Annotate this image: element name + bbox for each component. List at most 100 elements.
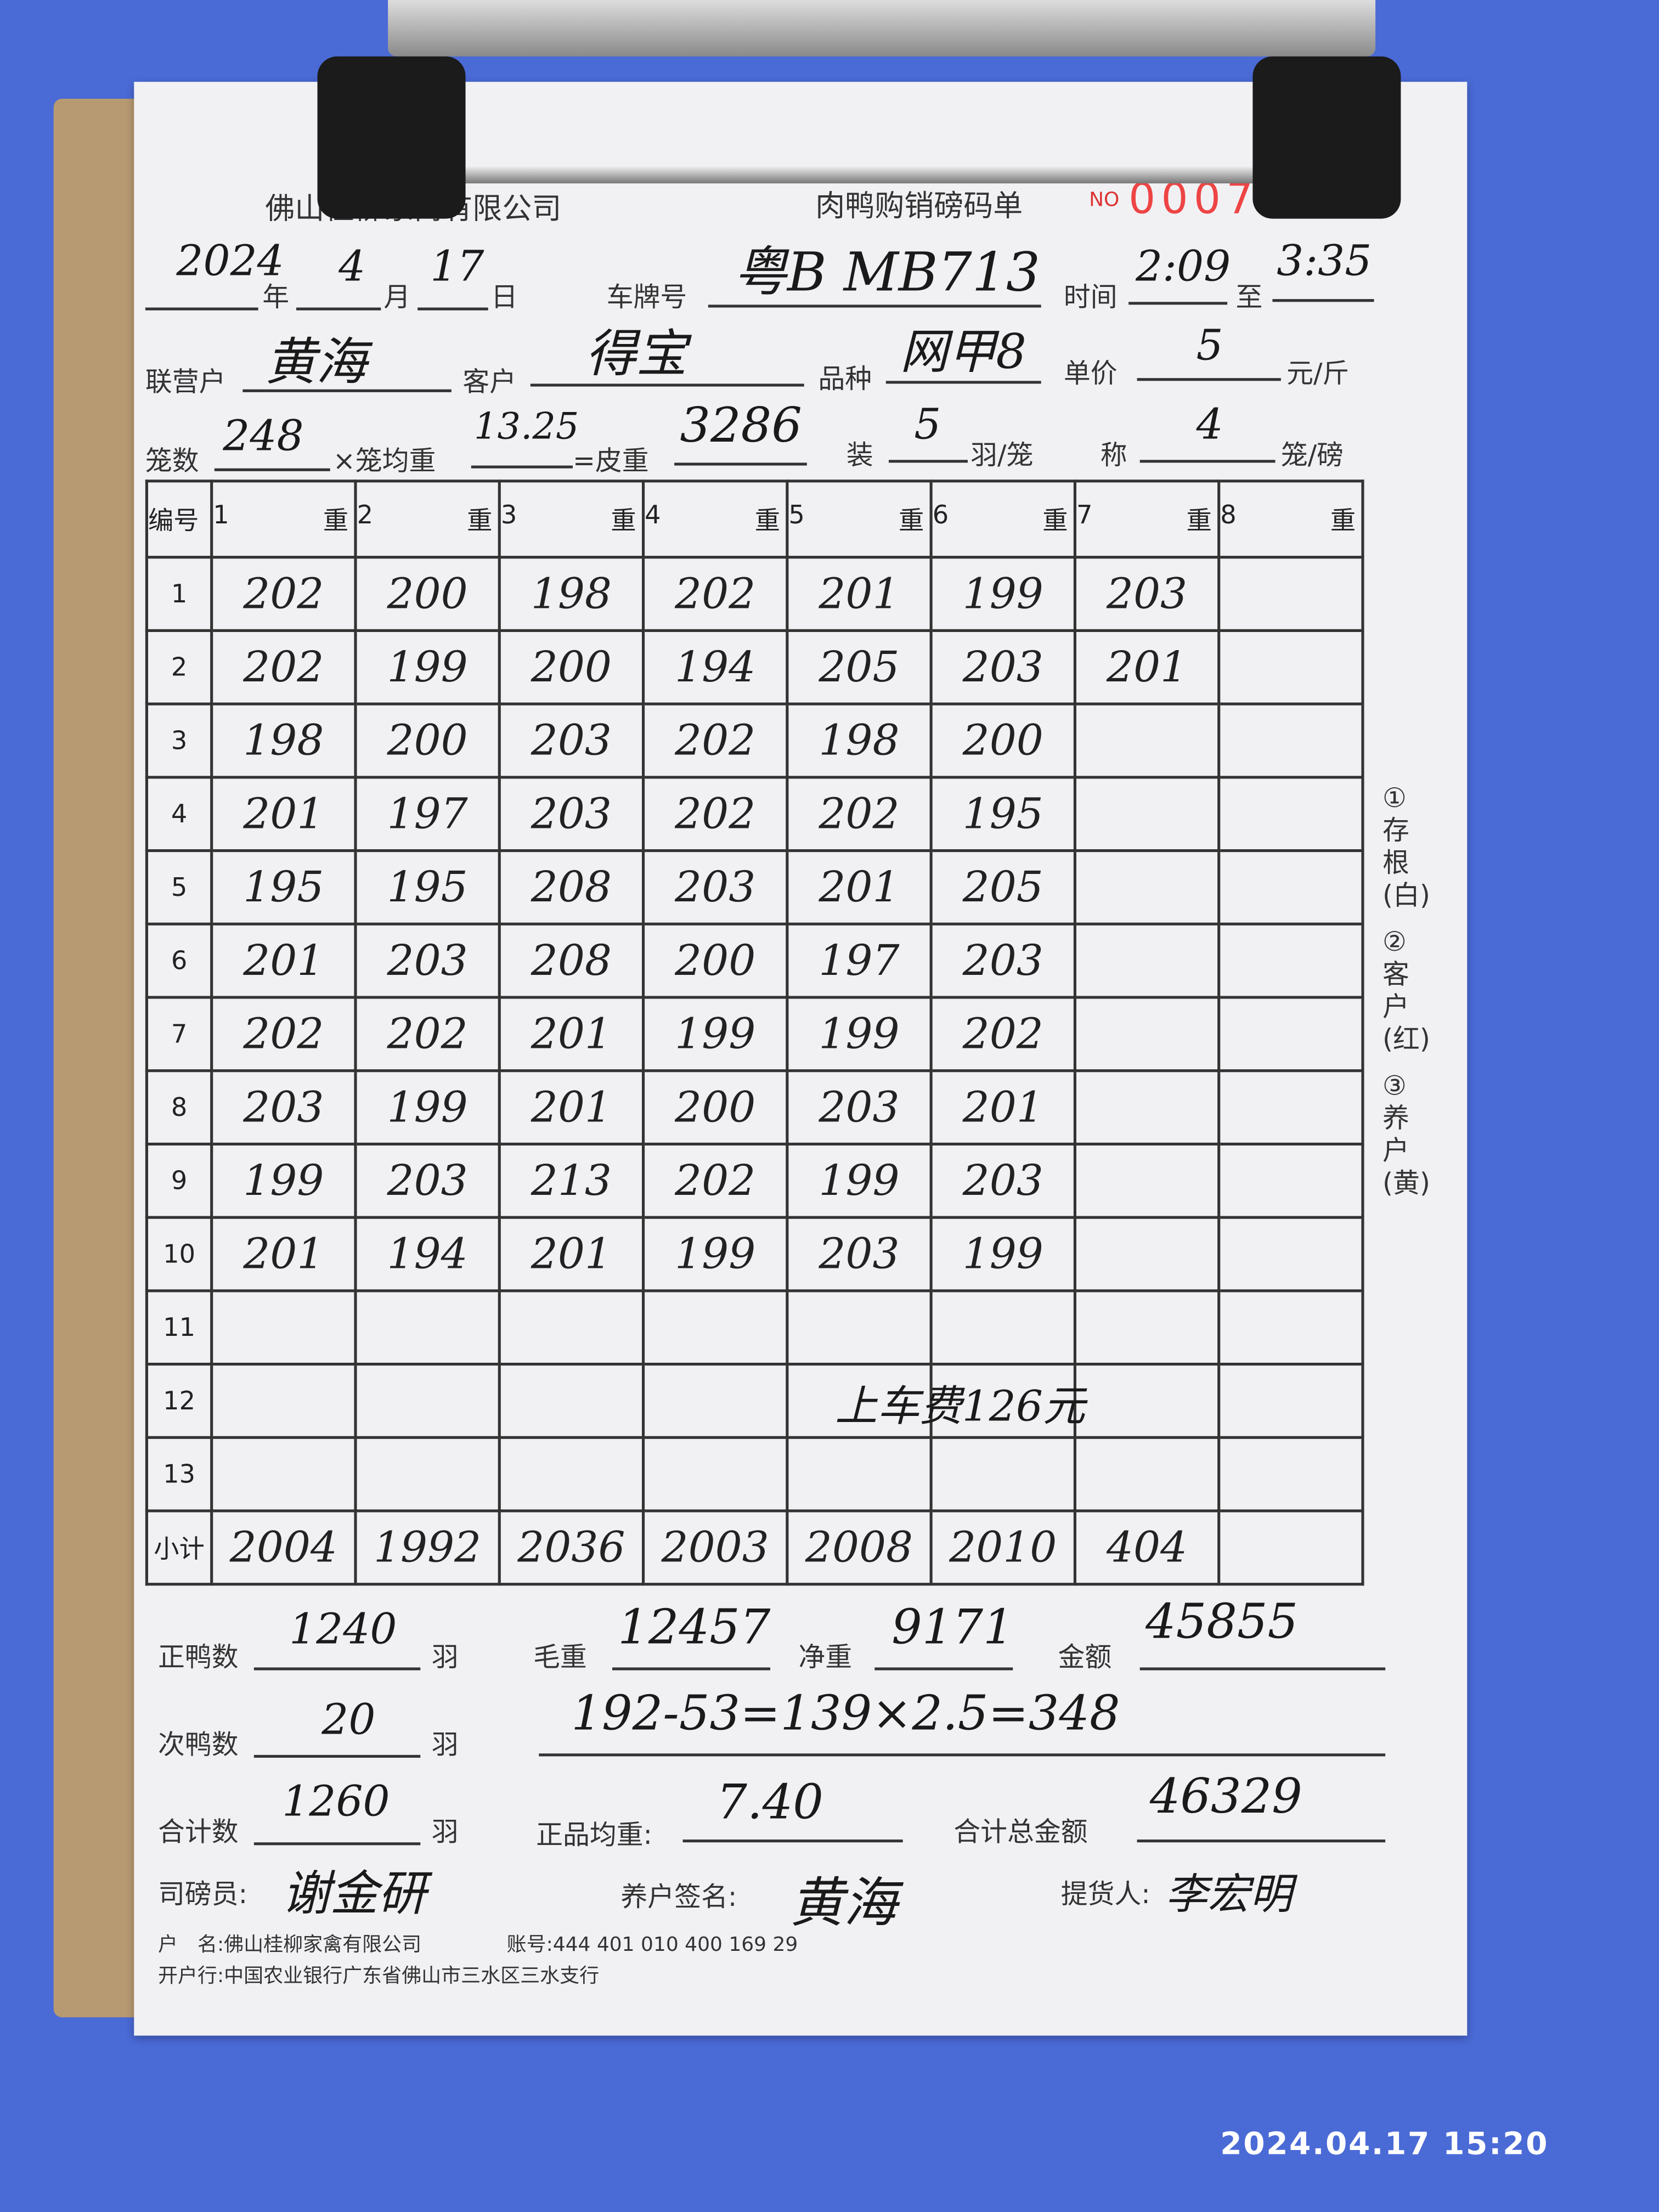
column-suffix: 重: [323, 506, 349, 537]
plate-label: 车牌号: [606, 282, 687, 313]
load-value: 5: [914, 400, 941, 450]
total-ducks-unit: 羽: [431, 1816, 459, 1848]
weight-cell: [1217, 556, 1364, 632]
subtotal-row: 小计 2004 1992 2036 2003 2008 2010 404: [145, 1509, 1364, 1586]
table-row: 13: [145, 1436, 1364, 1513]
gross-label: 毛重: [533, 1642, 587, 1673]
net-value: 9171: [891, 1599, 1014, 1656]
subtotal-label: 小计: [145, 1509, 213, 1586]
amount-label: 金额: [1058, 1642, 1112, 1673]
weight-cell: 198: [210, 702, 357, 779]
picker-label: 提货人:: [1060, 1879, 1150, 1910]
weight-cell: [1217, 629, 1364, 706]
table-row: 10 201 194 201 199 203 199: [145, 1216, 1364, 1293]
year-label: 年: [262, 282, 290, 313]
weight-cell: [1073, 776, 1221, 853]
weigher-signature: 谢金研: [282, 1866, 426, 1923]
cages-label: 笼数: [145, 445, 199, 477]
weight-cell: 203: [929, 629, 1076, 706]
column-number: 5: [788, 500, 805, 531]
subtotal-cell: 2036: [498, 1509, 645, 1586]
row-number: 6: [145, 922, 213, 999]
weight-cell: 201: [786, 556, 933, 632]
total-ducks-value: 1260: [282, 1777, 390, 1827]
weight-cell: 200: [929, 702, 1076, 779]
copy-stub: ①存根(白): [1382, 783, 1430, 912]
column-suffix: 重: [754, 506, 780, 537]
table-row: 2 202 199 200 194 205 203 201: [145, 629, 1364, 706]
weight-cell: 197: [786, 922, 933, 999]
subtotal-cell: [1217, 1509, 1364, 1586]
no-label: NO: [1089, 189, 1120, 212]
table-row: 11: [145, 1289, 1364, 1366]
weight-cell: 199: [929, 556, 1076, 632]
weight-cell: [1073, 1069, 1221, 1146]
weight-cell: [641, 1436, 789, 1513]
weight-cell: 202: [210, 556, 357, 632]
grand-total-value: 46329: [1149, 1769, 1302, 1826]
weight-cell: [354, 1436, 501, 1513]
weight-cell: [1073, 922, 1221, 999]
weight-cell: [1217, 1289, 1364, 1366]
table-row: 3 198 200 203 202 198 200: [145, 702, 1364, 779]
weight-cell: 199: [354, 629, 501, 706]
month-label: 月: [383, 282, 411, 313]
weight-cell: 202: [641, 702, 789, 779]
weight-table: 编号 1 重 2 重 3 重 4 重 5 重 6 重 7 重 8 重 1 202 200 198 202 201 199 203…: [145, 479, 1364, 1586]
copy-farmer: ③养户(黄): [1382, 1070, 1430, 1199]
weigher-label: 司磅员:: [157, 1879, 248, 1910]
column-suffix: 重: [1186, 506, 1212, 537]
avg-weight-label: 正品均重:: [536, 1820, 653, 1851]
good-ducks-value: 1240: [289, 1605, 397, 1655]
good-ducks-label: 正鸭数: [157, 1642, 239, 1673]
weight-cell: [929, 1289, 1076, 1366]
weight-cell: 202: [210, 629, 357, 706]
weight-cell: 200: [641, 922, 789, 999]
clip-hinge-left: [317, 56, 466, 219]
weight-cell: 200: [354, 556, 501, 632]
weight-cell: [210, 1436, 357, 1513]
weight-cell: 202: [641, 1142, 789, 1219]
table-row: 9 199 203 213 202 199 203: [145, 1142, 1364, 1219]
row-number: 9: [145, 1142, 213, 1219]
weight-cell: 213: [498, 1142, 645, 1219]
account-number-label: 账号:: [506, 1934, 553, 1957]
table-row: 1 202 200 198 202 201 199 203: [145, 556, 1364, 632]
row-number: 13: [145, 1436, 213, 1513]
column-suffix: 重: [467, 506, 493, 537]
column-number: 3: [500, 500, 517, 531]
row-number: 1: [145, 556, 213, 632]
good-ducks-unit: 羽: [431, 1642, 459, 1673]
weight-cell: 203: [210, 1069, 357, 1146]
unit-price-label: 单价: [1063, 358, 1118, 390]
account-name: 佛山桂柳家禽有限公司: [224, 1934, 422, 1957]
weight-cell: 199: [354, 1069, 501, 1146]
clip-plate: [388, 0, 1376, 57]
weight-cell: 201: [210, 776, 357, 853]
table-row: 4 201 197 203 202 202 195: [145, 776, 1364, 853]
weight-cell: [354, 1289, 501, 1366]
weight-cell: 200: [641, 1069, 789, 1146]
weight-cell: [641, 1289, 789, 1366]
clip-hinge-right: [1252, 56, 1401, 219]
weight-cell: 199: [786, 996, 933, 1073]
time-to-label: 至: [1235, 282, 1263, 313]
weight-cell: 201: [210, 922, 357, 999]
weight-cell: 199: [929, 1216, 1076, 1293]
weight-cell: 202: [786, 776, 933, 853]
clip-bar: [338, 166, 1355, 184]
weight-cell: 203: [786, 1216, 933, 1293]
weight-cell: [354, 1362, 501, 1439]
weight-cell: [1217, 1436, 1364, 1513]
breed-label: 品种: [818, 364, 872, 395]
ruler-marks: [0, 381, 57, 2200]
table-row: 5 195 195 208 203 201 205: [145, 849, 1364, 926]
subtotal-cell: 2003: [641, 1509, 789, 1586]
weight-cell: [1073, 1289, 1221, 1366]
avg-cage-weight: 13.25: [473, 406, 579, 449]
table-row: 7 202 202 201 199 199 202: [145, 996, 1364, 1073]
day-label: 日: [490, 282, 518, 313]
